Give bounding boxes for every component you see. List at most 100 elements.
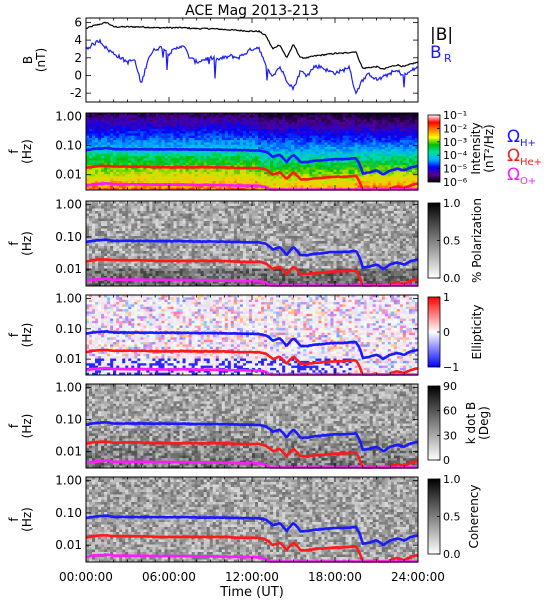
spectrogram-cell: [131, 211, 135, 214]
spectrogram-cell: [185, 156, 190, 159]
spectrogram-cell: [122, 208, 126, 212]
spectrogram-cell: [155, 271, 159, 274]
spectrogram-cell: [312, 142, 316, 146]
spectrogram-cell: [179, 251, 183, 254]
spectrogram-cell: [137, 268, 141, 272]
spectrogram-cell: [306, 142, 310, 146]
spectrogram-cell: [161, 246, 165, 249]
spectrogram-cell: [149, 223, 153, 227]
spectrogram-cell: [372, 142, 377, 146]
spectrogram-cell: [155, 228, 159, 232]
spectrogram-cell: [306, 153, 310, 157]
spectrogram-cell: [131, 131, 135, 134]
spectrogram-cell: [143, 144, 147, 148]
spectrogram-cell: [146, 221, 150, 224]
spectrogram-cell: [134, 208, 138, 212]
spectrogram-cell: [113, 140, 117, 143]
spectrogram-cell: [179, 115, 183, 118]
spectrogram-cell: [288, 180, 292, 184]
spectrogram-cell: [179, 160, 183, 164]
spectrogram-cell: [321, 133, 325, 137]
spectrogram-cell: [324, 142, 328, 146]
spectrogram-cell: [110, 131, 114, 134]
spectrogram-cell: [119, 236, 123, 239]
spectrogram-cell: [137, 266, 141, 269]
spectrogram-cell: [297, 167, 301, 171]
spectrogram-cell: [209, 128, 214, 132]
spectrogram-cell: [161, 117, 165, 121]
spectrogram-cell: [242, 128, 247, 132]
spectrogram-cell: [113, 228, 117, 232]
spectrogram-cell: [140, 140, 144, 143]
spectrogram-cell: [125, 187, 129, 191]
spectrogram-cell: [86, 158, 90, 161]
spectrogram-cell: [164, 268, 168, 272]
spectrogram-cell: [336, 185, 340, 189]
spectrogram-cell: [101, 281, 105, 284]
spectrogram-cell: [155, 221, 159, 224]
spectrogram-cell: [179, 236, 183, 239]
spectrogram-cell: [158, 151, 162, 155]
spectrogram-cell: [89, 216, 93, 219]
spectrogram-cell: [143, 213, 147, 217]
spectrogram-cell: [107, 135, 111, 139]
spectrogram-cell: [146, 137, 150, 141]
spectrogram-cell: [339, 133, 343, 137]
spectrogram-cell: [134, 160, 138, 164]
spectrogram-cell: [252, 142, 256, 146]
spectrogram-cell: [167, 263, 171, 267]
spectrogram-cell: [149, 135, 153, 139]
spectrogram-cell: [140, 124, 144, 127]
spectrogram-cell: [149, 243, 153, 247]
spectrogram-cell: [149, 124, 153, 127]
spectrogram-cell: [122, 246, 126, 249]
legend-ion-subscript: He+: [520, 157, 542, 168]
spectrogram-cell: [164, 124, 168, 127]
spectrogram-cell: [119, 142, 123, 146]
spectrogram-cell: [107, 140, 111, 143]
spectrogram-cell: [393, 180, 398, 184]
spectrogram-cell: [119, 135, 123, 139]
spectrogram-cell: [89, 243, 93, 247]
spectrogram-cell: [113, 216, 117, 219]
spectrogram-cell: [270, 115, 274, 118]
spectrogram-cell: [146, 185, 150, 189]
spectrogram-cell: [369, 162, 374, 166]
spectrogram-cell: [288, 133, 292, 137]
spectrogram-cell: [155, 276, 159, 279]
spectrogram-cell: [101, 243, 105, 247]
spectrogram-cell: [158, 206, 162, 209]
spectrogram-cell: [152, 221, 156, 224]
spectrogram-cell: [390, 176, 395, 180]
spectrogram-cell: [86, 171, 90, 175]
spectrogram-cell: [146, 133, 150, 137]
spectrogram-cell: [143, 281, 147, 284]
spectrogram-cell: [134, 185, 138, 189]
spectrogram-cell: [170, 218, 174, 222]
spectrogram-cell: [101, 178, 105, 182]
spectrogram-cell: [306, 167, 310, 171]
spectrogram-cell: [324, 171, 328, 175]
spectrogram-cell: [245, 137, 250, 141]
spectrogram-cell: [393, 128, 398, 132]
spectrogram-cell: [89, 153, 93, 157]
spectrogram-cell: [342, 137, 346, 141]
spectrogram-cell: [264, 171, 268, 175]
spectrogram-cell: [143, 133, 147, 137]
spectrogram-cell: [155, 243, 159, 247]
spectrogram-cell: [324, 115, 328, 118]
spectrogram-cell: [89, 263, 93, 267]
spectrogram-cell: [182, 158, 186, 161]
spectrogram-cell: [402, 124, 407, 127]
spectrogram-cell: [402, 171, 407, 175]
spectrogram-cell: [194, 124, 199, 127]
spectrogram-cell: [137, 206, 141, 209]
spectrogram-cell: [188, 185, 193, 189]
spectrogram-cell: [375, 128, 380, 132]
spectrogram-cell: [146, 117, 150, 121]
spectrogram-cell: [116, 228, 120, 232]
spectrogram-cell: [113, 208, 117, 212]
spectrogram-cell: [131, 236, 135, 239]
spectrogram-cell: [119, 113, 123, 116]
